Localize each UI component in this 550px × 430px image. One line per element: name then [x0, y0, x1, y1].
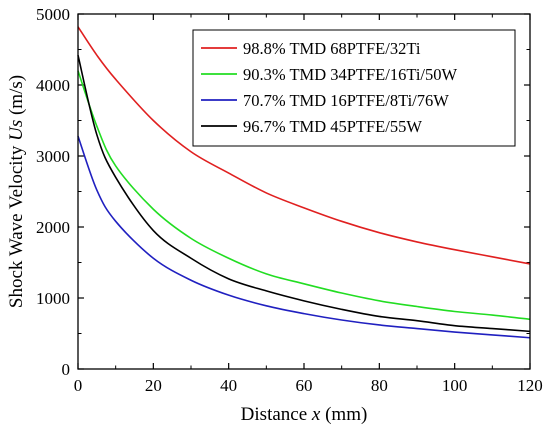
ticks-layer: 0 20 40 60 80 100 120 0 1000 2000 3000 4000 5000 — [36, 5, 543, 395]
x-tick-label: 40 — [220, 376, 237, 395]
series-layer — [77, 26, 531, 339]
series-line-1 — [77, 26, 531, 265]
x-axis-label-var: x — [311, 404, 321, 425]
y-axis-label-prefix: Shock Wave Velocity — [6, 141, 27, 308]
y-tick-label: 2000 — [36, 218, 70, 237]
legend-label-2: 90.3% TMD 34PTFE/16Ti/50W — [243, 65, 457, 84]
x-tick-label: 0 — [74, 376, 83, 395]
series-line-2 — [77, 70, 531, 321]
legend-label-1: 98.8% TMD 68PTFE/32Ti — [243, 39, 421, 58]
x-tick-label: 20 — [145, 376, 162, 395]
y-tick-label: 0 — [62, 360, 71, 379]
x-axis-label-prefix: Distance — [241, 404, 312, 425]
x-axis-label-suffix: (mm) — [320, 404, 367, 425]
y-axis-label-suffix: (m/s) — [6, 75, 27, 120]
series-line-4 — [77, 54, 531, 333]
y-tick-label: 3000 — [36, 147, 70, 166]
legend-label-3: 70.7% TMD 16PTFE/8Ti/76W — [243, 91, 449, 110]
x-tick-label: 120 — [517, 376, 543, 395]
legend: 98.8% TMD 68PTFE/32Ti 90.3% TMD 34PTFE/16… — [192, 29, 516, 147]
y-tick-label: 4000 — [36, 76, 70, 95]
y-axis-label-var: Us — [6, 120, 27, 141]
x-tick-label: 60 — [296, 376, 313, 395]
legend-box — [192, 29, 516, 147]
plot-frame — [77, 13, 531, 370]
y-axis-label: Shock Wave Velocity Us (m/s) — [6, 75, 27, 308]
series-line-3 — [77, 135, 531, 339]
y-tick-label: 5000 — [36, 5, 70, 24]
x-axis-label: Distance x (mm) — [241, 404, 368, 425]
x-tick-label: 80 — [371, 376, 388, 395]
y-tick-label: 1000 — [36, 289, 70, 308]
legend-label-4: 96.7% TMD 45PTFE/55W — [243, 117, 422, 136]
x-tick-label: 100 — [442, 376, 468, 395]
